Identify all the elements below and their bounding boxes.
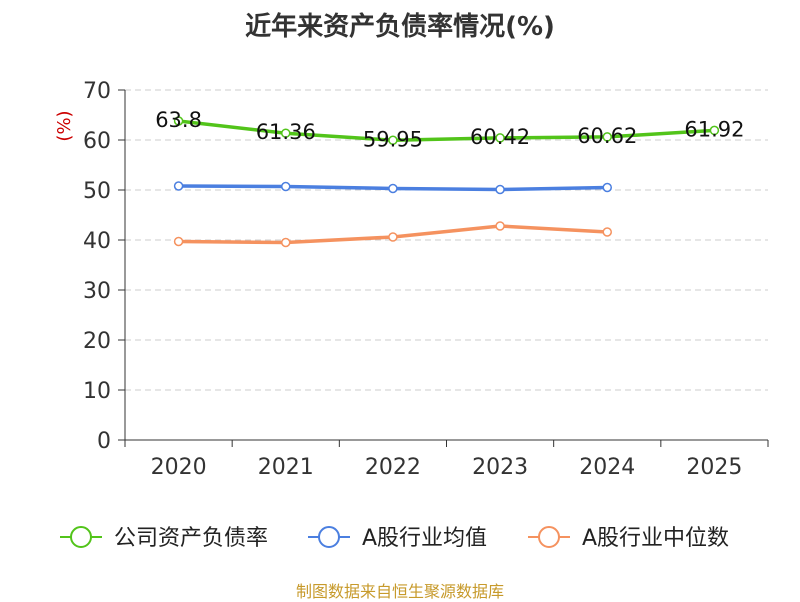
y-axis-label: (%) bbox=[54, 110, 75, 141]
y-tick-label: 50 bbox=[83, 179, 111, 204]
legend-label: 公司资产负债率 bbox=[114, 526, 268, 551]
data-point bbox=[602, 182, 612, 193]
data-point bbox=[173, 181, 184, 191]
data-point bbox=[495, 221, 505, 231]
y-tick-label: 60 bbox=[83, 129, 111, 154]
data-label: 61.92 bbox=[684, 117, 744, 141]
legend-item: A股行业均值 bbox=[308, 526, 487, 551]
legend-marker bbox=[538, 526, 560, 548]
legend-item: 公司资产负债率 bbox=[60, 526, 268, 551]
x-tick-label: 2020 bbox=[151, 455, 207, 480]
data-label-layer: 63.8 61.36 59.95 60.42 60.62 61.92 bbox=[155, 108, 744, 151]
y-tick-label: 20 bbox=[83, 329, 111, 354]
data-point bbox=[281, 237, 291, 248]
y-tick-label: 10 bbox=[83, 379, 111, 404]
series-line bbox=[178, 119, 715, 142]
data-point bbox=[602, 132, 612, 142]
y-tick-label: 70 bbox=[83, 79, 111, 104]
x-tick-label: 2021 bbox=[258, 455, 314, 480]
source-note: 制图数据来自恒生聚源数据库 bbox=[295, 582, 504, 601]
legend-label: A股行业中位数 bbox=[582, 526, 729, 551]
data-point bbox=[388, 232, 398, 242]
x-tick-label: 2024 bbox=[579, 455, 635, 480]
data-label: 63.8 bbox=[155, 108, 202, 132]
data-label: 59.95 bbox=[363, 127, 423, 151]
data-point bbox=[281, 128, 291, 138]
data-label: 61.36 bbox=[256, 120, 316, 144]
axis-layer: 0 10 20 30 40 50 60 70 2020 2021 2022 2023 2024 2025 (… bbox=[54, 79, 769, 480]
data-point bbox=[388, 183, 398, 194]
y-tick-label: 30 bbox=[83, 279, 111, 304]
data-point bbox=[388, 135, 398, 145]
chart-title: 近年来资产负债率情况(%) bbox=[245, 12, 555, 42]
data-label: 60.62 bbox=[577, 124, 637, 148]
series-layer bbox=[173, 116, 720, 248]
data-label: 60.42 bbox=[470, 125, 530, 149]
grid-layer bbox=[125, 89, 768, 391]
legend-marker bbox=[70, 526, 92, 548]
x-tick-label: 2022 bbox=[365, 455, 421, 480]
data-point bbox=[709, 125, 720, 136]
y-tick-label: 0 bbox=[97, 429, 111, 454]
x-tick-label: 2025 bbox=[686, 455, 742, 480]
data-point bbox=[173, 116, 184, 126]
x-tick-label: 2023 bbox=[472, 455, 528, 480]
legend-item: A股行业中位数 bbox=[528, 526, 729, 551]
data-point bbox=[281, 181, 291, 192]
legend: 公司资产负债率 A股行业均值 A股行业中位数 bbox=[60, 526, 729, 551]
data-point bbox=[495, 184, 505, 195]
y-tick-label: 40 bbox=[83, 229, 111, 254]
data-point bbox=[495, 133, 505, 143]
data-point bbox=[173, 236, 184, 247]
data-point bbox=[602, 227, 612, 237]
legend-marker bbox=[318, 526, 340, 548]
legend-label: A股行业均值 bbox=[362, 526, 487, 551]
